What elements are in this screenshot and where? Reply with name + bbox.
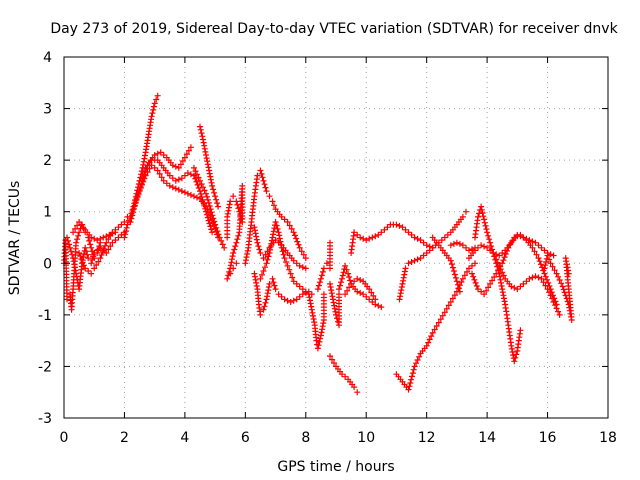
x-tick-labels: 0 2 4 6 8 10 12 14 16 18 <box>60 430 617 446</box>
y-tick-label: 1 <box>43 205 52 221</box>
plus-marker <box>336 262 385 311</box>
x-tick-label: 8 <box>301 430 310 446</box>
series-track <box>305 291 327 352</box>
axis-ticks <box>63 56 609 419</box>
series-track <box>336 262 385 311</box>
series-track <box>130 162 222 241</box>
y-tick-label: -2 <box>38 359 52 375</box>
series-track <box>136 157 216 236</box>
plus-marker <box>466 231 557 262</box>
series-track <box>348 221 436 256</box>
series-track <box>490 250 563 318</box>
plus-marker <box>197 123 222 210</box>
x-tick-label: 0 <box>60 430 69 446</box>
plus-marker <box>314 239 333 293</box>
x-tick-label: 6 <box>241 430 250 446</box>
series-track <box>191 164 228 251</box>
x-tick-label: 2 <box>120 430 129 446</box>
data-marks <box>61 92 575 396</box>
plus-marker <box>327 280 342 329</box>
x-tick-label: 4 <box>180 430 189 446</box>
x-tick-label: 10 <box>357 430 375 446</box>
plus-marker <box>429 234 463 295</box>
y-tick-label: -3 <box>38 411 52 427</box>
series-track <box>314 239 333 293</box>
plus-marker <box>130 162 222 241</box>
x-tick-label: 18 <box>599 430 617 446</box>
series-track <box>342 275 379 303</box>
series-track <box>76 213 131 277</box>
plus-marker <box>393 260 478 393</box>
series-track <box>472 203 524 365</box>
y-axis-title: SDTVAR / TECUs <box>7 181 23 296</box>
series-track <box>197 123 222 210</box>
plus-marker <box>251 270 315 318</box>
x-tick-label: 16 <box>539 430 557 446</box>
y-tick-label: -1 <box>38 308 52 324</box>
series-track <box>67 221 104 313</box>
series-track <box>466 231 557 262</box>
plus-marker <box>67 221 104 313</box>
plus-marker <box>305 291 327 352</box>
plus-marker <box>191 164 228 251</box>
series-track <box>224 182 246 282</box>
x-tick-label: 12 <box>418 430 436 446</box>
series-track <box>396 208 469 303</box>
chart-title: Day 273 of 2019, Sidereal Day-to-day VTE… <box>50 21 618 37</box>
plus-marker <box>242 167 309 267</box>
y-tick-labels: -3 -2 -1 0 1 2 3 4 <box>38 50 52 427</box>
plus-marker <box>541 252 575 323</box>
plus-marker <box>257 219 309 295</box>
plus-marker <box>396 208 469 303</box>
plus-marker <box>327 353 361 396</box>
series-track <box>257 219 309 295</box>
plus-marker <box>76 213 131 277</box>
y-tick-label: 3 <box>43 102 52 118</box>
y-tick-label: 2 <box>43 153 52 169</box>
y-tick-label: 0 <box>43 256 52 272</box>
series-track <box>327 280 342 329</box>
y-tick-label: 4 <box>43 50 52 66</box>
plus-marker <box>490 250 563 318</box>
plus-marker <box>472 203 524 365</box>
series-track <box>541 252 575 323</box>
series-track <box>251 270 315 318</box>
series-track <box>429 234 463 295</box>
plus-marker <box>342 275 379 303</box>
x-axis-title: GPS time / hours <box>277 459 394 475</box>
plus-marker <box>224 182 246 282</box>
series-track <box>393 260 478 393</box>
x-tick-label: 14 <box>478 430 496 446</box>
plot-frame <box>63 56 609 419</box>
series-track <box>327 353 361 396</box>
plus-marker <box>136 157 216 236</box>
series-track <box>242 167 309 267</box>
plus-marker <box>348 221 436 256</box>
